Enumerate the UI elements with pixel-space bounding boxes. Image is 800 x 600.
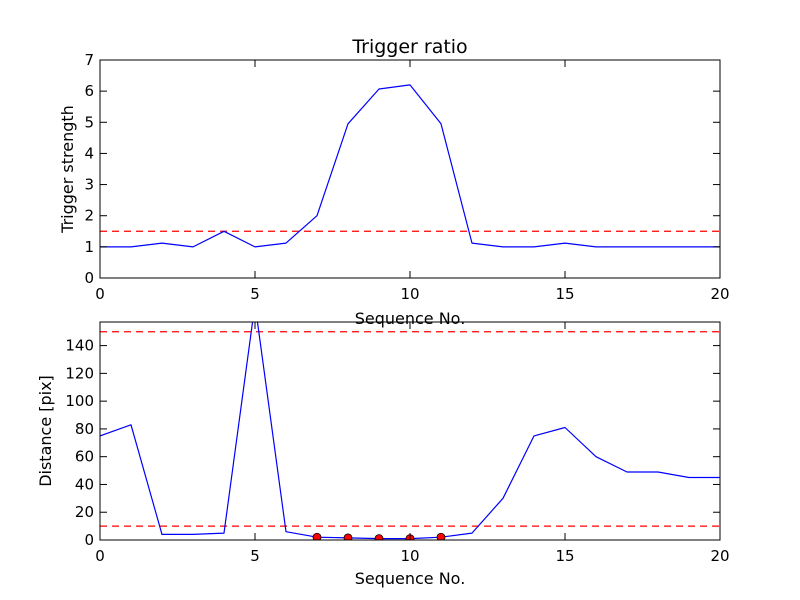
distance-chart: Sequence No. Distance [pix] 0 5 10 15 20 0 20 4… bbox=[36, 321, 730, 588]
x-tick-label: 15 bbox=[555, 285, 574, 303]
x-axis-label: Sequence No. bbox=[355, 309, 466, 328]
y-tick-label: 120 bbox=[65, 364, 94, 382]
data-point-marker bbox=[374, 534, 384, 540]
x-tick-label: 5 bbox=[250, 547, 260, 565]
y-tick-label: 5 bbox=[84, 113, 94, 131]
axes-frame bbox=[99, 59, 721, 279]
y-tick-label: 60 bbox=[75, 448, 94, 466]
y-tick-label: 3 bbox=[84, 176, 94, 194]
y-tick-label: 40 bbox=[75, 475, 94, 493]
y-tick-label: 6 bbox=[84, 82, 94, 100]
y-tick-label: 7 bbox=[84, 51, 94, 69]
x-axis-label: Sequence No. bbox=[355, 569, 466, 588]
plot-area bbox=[100, 322, 720, 540]
y-tick-label: 0 bbox=[84, 269, 94, 287]
y-tick-label: 2 bbox=[84, 207, 94, 225]
plot-area bbox=[100, 84, 720, 248]
x-tick-label: 15 bbox=[555, 547, 574, 565]
y-axis-label: Trigger strength bbox=[58, 105, 77, 234]
chart-title: Trigger ratio bbox=[351, 36, 467, 58]
series-line bbox=[100, 84, 720, 248]
trigger-ratio-chart: Trigger ratio Sequence No. Trigger stren… bbox=[58, 36, 730, 328]
data-point-marker bbox=[343, 533, 353, 540]
y-tick-label: 4 bbox=[84, 144, 94, 162]
y-tick-label: 1 bbox=[84, 238, 94, 256]
data-point-marker bbox=[436, 532, 446, 540]
y-tick-label: 0 bbox=[84, 531, 94, 549]
x-tick-label: 0 bbox=[95, 285, 105, 303]
x-tick-label: 10 bbox=[400, 547, 419, 565]
x-tick-label: 0 bbox=[95, 547, 105, 565]
x-tick-label: 20 bbox=[710, 547, 729, 565]
x-tick-label: 20 bbox=[710, 285, 729, 303]
y-tick-label: 140 bbox=[65, 337, 94, 355]
series-line bbox=[100, 322, 720, 540]
y-tick-label: 20 bbox=[75, 503, 94, 521]
y-axis-label: Distance [pix] bbox=[36, 375, 55, 487]
data-point-marker bbox=[312, 532, 322, 540]
axes-frame bbox=[99, 321, 721, 541]
y-tick-label: 80 bbox=[75, 420, 94, 438]
x-tick-label: 10 bbox=[400, 285, 419, 303]
y-tick-label: 100 bbox=[65, 392, 94, 410]
x-tick-label: 5 bbox=[250, 285, 260, 303]
